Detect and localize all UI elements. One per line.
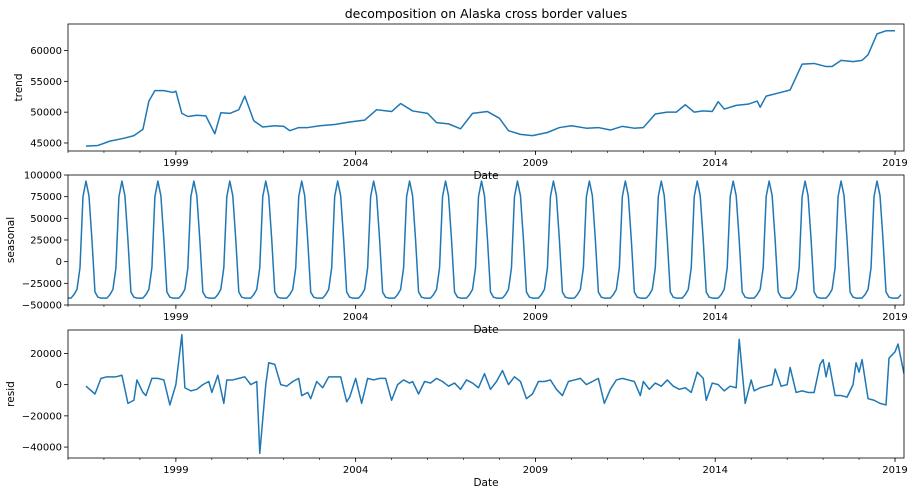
resid-y-tick-label: 20000	[30, 349, 62, 360]
seasonal-y-tick-label: −50000	[22, 301, 62, 312]
resid-x-axis-label: Date	[473, 477, 498, 489]
seasonal-x-tick-label: 2014	[702, 312, 727, 323]
seasonal-y-tick-label: 75000	[30, 192, 62, 203]
seasonal-y-tick-label: −25000	[22, 279, 62, 290]
trend-y-tick-label: 50000	[30, 108, 62, 119]
trend-series-line	[85, 30, 896, 147]
trend-x-tick-label: 1999	[163, 158, 188, 169]
seasonal-y-tick-label: 0	[56, 257, 62, 268]
seasonal-x-tick-label: 1999	[163, 312, 188, 323]
trend-axes-frame	[67, 23, 905, 152]
resid-y-axis-label: resid	[5, 381, 17, 407]
resid-x-tick-label: 2004	[343, 465, 368, 476]
trend-x-axis-label: Date	[473, 170, 498, 182]
resid-panel: 1999 2004 2009 2014 2019 −40000 −20000 0 20000 Da…	[5, 329, 908, 489]
trend-y-tick-label: 55000	[30, 77, 62, 88]
figure-title: decomposition on Alaska cross border val…	[345, 6, 627, 21]
seasonal-axes-frame	[67, 174, 905, 306]
trend-x-tick-label: 2004	[343, 158, 368, 169]
resid-y-tick-label: 0	[56, 380, 62, 391]
trend-y-tick-label: 45000	[30, 138, 62, 149]
trend-y-axis-label: trend	[13, 74, 25, 102]
seasonal-x-tick-label: 2019	[882, 312, 907, 323]
resid-axes-frame	[67, 329, 905, 459]
seasonal-panel: 1999 2004 2009 2014 2019 −50000 −25000 0 25000 50…	[5, 171, 908, 337]
seasonal-y-tick-label: 50000	[30, 214, 62, 225]
trend-x-tick-label: 2019	[882, 158, 907, 169]
resid-y-tick-label: −20000	[22, 411, 62, 422]
seasonal-x-tick-label: 2004	[343, 312, 368, 323]
seasonal-y-axis-label: seasonal	[5, 217, 17, 263]
seasonal-series-line	[68, 180, 902, 299]
seasonal-x-tick-label: 2009	[523, 312, 548, 323]
resid-x-tick-label: 2009	[523, 465, 548, 476]
trend-x-tick-label: 2009	[523, 158, 548, 169]
resid-x-tick-label: 1999	[163, 465, 188, 476]
seasonal-y-tick-label: 100000	[24, 171, 62, 182]
resid-y-tick-label: −40000	[22, 443, 62, 454]
trend-y-tick-label: 60000	[30, 46, 62, 57]
resid-x-tick-label: 2014	[702, 465, 727, 476]
trend-panel: 1999 2004 2009 2014 2019 45000 50000 55000 60000…	[13, 23, 908, 182]
resid-series-line	[85, 333, 904, 455]
resid-x-tick-label: 2019	[882, 465, 907, 476]
seasonal-y-tick-label: 25000	[30, 236, 62, 247]
trend-x-tick-label: 2014	[702, 158, 727, 169]
